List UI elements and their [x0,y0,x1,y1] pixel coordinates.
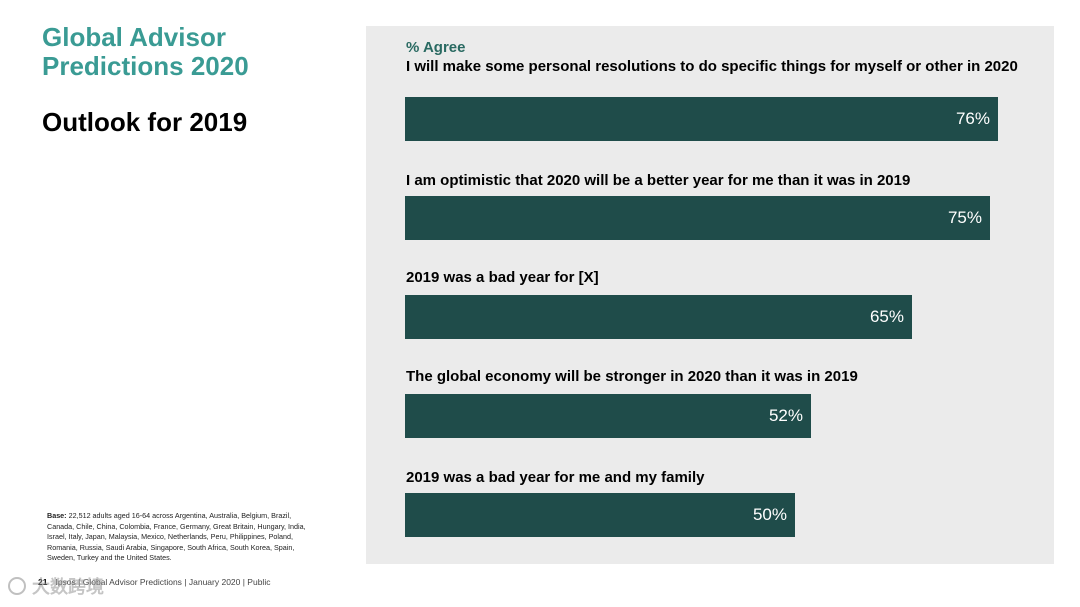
page-title: Global Advisor Predictions 2020 [42,22,249,81]
category-label: I will make some personal resolutions to… [406,58,1018,75]
page-subtitle: Outlook for 2019 [42,107,248,137]
bar: 75% [405,196,990,240]
page-number: 21 [38,577,48,587]
base-note: Base: 22,512 adults aged 16-64 across Ar… [47,511,312,564]
bar-value-label: 50% [752,505,787,524]
bar-value-label: 75% [947,208,982,227]
watermark-text: 大数跨境 [32,577,104,597]
category-label: The global economy will be stronger in 2… [406,368,858,385]
category-label: I am optimistic that 2020 will be a bett… [406,172,911,189]
bar: 50% [405,493,795,537]
base-note-text: 22,512 adults aged 16-64 across Argentin… [47,511,306,563]
bar-value-label: 76% [955,109,990,128]
bar: 52% [405,394,811,438]
category-label: 2019 was a bad year for me and my family [406,469,705,486]
watermark: 大数跨境 [8,574,148,598]
bar: 65% [405,295,912,339]
category-label: 2019 was a bad year for [X] [406,269,599,286]
footer-text: Ipsos | Global Advisor Predictions | Jan… [55,577,271,587]
footer: 21 Ipsos | Global Advisor Predictions | J… [38,577,270,587]
series-label: % Agree [406,39,466,56]
bar-value-label: 52% [768,406,803,425]
bar-value-label: 65% [869,307,904,326]
watermark-logo-icon [8,577,26,595]
bar: 76% [405,97,998,141]
base-note-label: Base: [47,511,67,520]
